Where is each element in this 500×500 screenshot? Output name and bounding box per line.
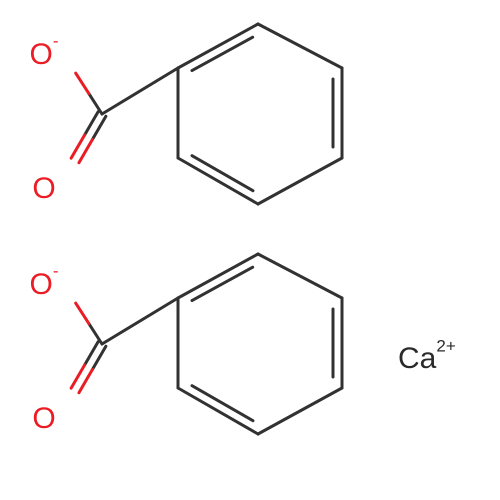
ipso-bond [102, 298, 178, 344]
ring-bond [258, 388, 342, 434]
calcium-cation-label: Ca2+ [398, 337, 456, 375]
oxygen-carbonyl-label: O [32, 172, 55, 205]
molecule-diagram: O- O O- O Ca2+ [0, 0, 500, 500]
ring-double-bond [192, 386, 253, 421]
ring-bond [178, 254, 258, 298]
ring-bond [258, 254, 342, 298]
ring-bond [178, 158, 258, 204]
c-o-single [89, 324, 102, 344]
c-o-single [76, 303, 89, 323]
ring-bond [178, 24, 258, 68]
ring-bond [258, 158, 342, 204]
ring-bond [178, 388, 258, 434]
c-o-single [76, 73, 89, 93]
ring-double-bond [192, 156, 253, 191]
ipso-bond [102, 68, 178, 114]
oxygen-anion-label: O- [29, 262, 58, 301]
ring-bond [258, 24, 342, 68]
oxygen-carbonyl-label: O [32, 402, 55, 435]
c-o-single [89, 94, 102, 114]
oxygen-anion-label: O- [29, 32, 58, 71]
